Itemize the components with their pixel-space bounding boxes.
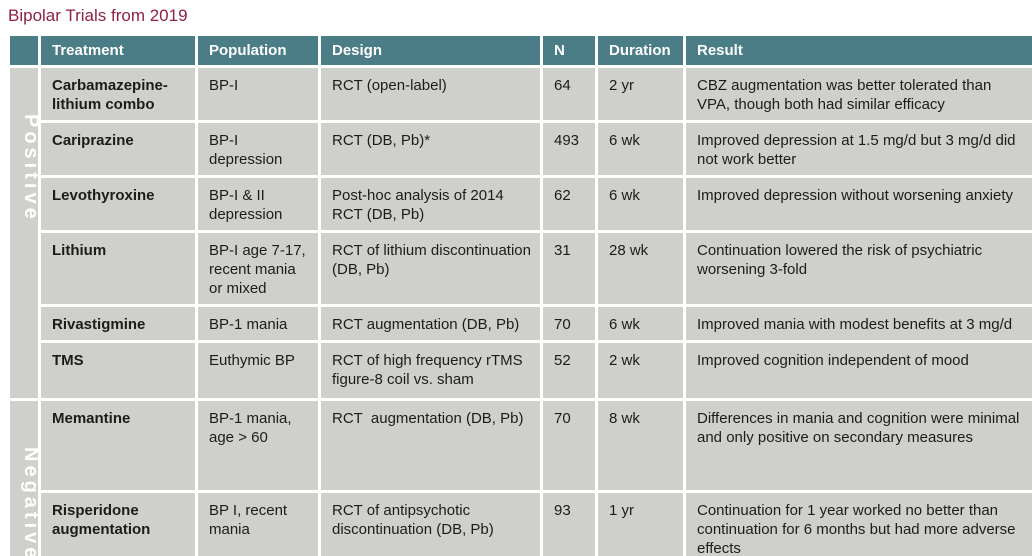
section-label-negative: Negative	[20, 447, 42, 556]
column-header-duration: Duration	[595, 33, 686, 68]
table-row: Rivastigmine BP-1 mania RCT augmentation…	[9, 304, 1032, 343]
cell-design: RCT of lithium discontinuation (DB, Pb)	[318, 230, 543, 307]
cell-population: BP I, recent mania	[195, 490, 321, 556]
section-negative: Negative	[7, 397, 42, 556]
cell-result: CBZ augmentation was better tolerated th…	[683, 65, 1032, 123]
cell-result: Improved mania with modest benefits at 3…	[683, 304, 1032, 343]
cell-treatment: Levothyroxine	[38, 175, 198, 233]
cell-duration: 1 yr	[595, 490, 686, 556]
cell-design: RCT augmentation (DB, Pb)	[318, 397, 543, 494]
cell-treatment: Cariprazine	[38, 120, 198, 178]
table-row: Negative Memantine BP-1 mania, age > 60 …	[7, 397, 1032, 556]
cell-n: 31	[540, 230, 598, 307]
cell-result: Continuation lowered the risk of psychia…	[683, 230, 1032, 307]
cell-design: RCT of antipsychotic discontinuation (DB…	[318, 490, 543, 556]
cell-result: Continuation for 1 year worked no better…	[683, 490, 1032, 556]
cell-population: BP-I & II depression	[195, 175, 321, 233]
cell-result: Improved cognition independent of mood	[683, 340, 1032, 401]
cell-population: Euthymic BP	[195, 340, 321, 401]
column-header-result: Result	[683, 33, 1032, 68]
cell-design: RCT (open-label)	[318, 65, 543, 123]
cell-duration: 6 wk	[595, 175, 686, 233]
cell-population: BP-I age 7-17, recent mania or mixed	[195, 230, 321, 307]
cell-result: Differences in mania and cognition were …	[683, 397, 1032, 494]
cell-treatment: Rivastigmine	[38, 304, 198, 343]
cell-n: 70	[540, 397, 598, 494]
column-header-treatment: Treatment	[38, 33, 198, 68]
cell-treatment: Risperidone augmentation	[38, 490, 198, 556]
column-header-population: Population	[195, 33, 321, 68]
cell-result: Improved depression without worsening an…	[683, 175, 1032, 233]
page-title: Bipolar Trials from 2019	[8, 6, 188, 25]
cell-n: 493	[540, 120, 598, 178]
table-row: Positive Carbamazepine-lithium combo BP-…	[7, 65, 1032, 401]
cell-design: RCT (DB, Pb)*	[318, 120, 543, 178]
cell-n: 62	[540, 175, 598, 233]
cell-treatment: Lithium	[38, 230, 198, 307]
cell-treatment: Carbamazepine-lithium combo	[38, 65, 198, 123]
cell-treatment: Memantine	[38, 397, 198, 494]
cell-duration: 6 wk	[595, 304, 686, 343]
cell-n: 64	[540, 65, 598, 123]
cell-design: RCT of high frequency rTMS figure-8 coil…	[318, 340, 543, 401]
table-row: Cariprazine BP-I depression RCT (DB, Pb)…	[9, 120, 1032, 178]
corner-header-cell	[7, 33, 41, 68]
cell-duration: 6 wk	[595, 120, 686, 178]
cell-n: 70	[540, 304, 598, 343]
cell-n: 52	[540, 340, 598, 401]
cell-duration: 8 wk	[595, 397, 686, 494]
header-row: Treatment Population Design N Duration R…	[7, 33, 1032, 68]
section-positive: Positive	[7, 65, 42, 401]
cell-n: 93	[540, 490, 598, 556]
cell-population: BP-I depression	[195, 120, 321, 178]
cell-result: Improved depression at 1.5 mg/d but 3 mg…	[683, 120, 1032, 178]
table-row: TMS Euthymic BP RCT of high frequency rT…	[9, 340, 1032, 401]
column-header-design: Design	[318, 33, 543, 68]
cell-duration: 2 yr	[595, 65, 686, 123]
cell-duration: 28 wk	[595, 230, 686, 307]
cell-treatment: TMS	[38, 340, 198, 401]
table-row: Lithium BP-I age 7-17, recent mania or m…	[9, 230, 1032, 307]
column-header-n: N	[540, 33, 598, 68]
section-label-positive: Positive	[20, 114, 42, 223]
table-row: Levothyroxine BP-I & II depression Post-…	[9, 175, 1032, 233]
cell-duration: 2 wk	[595, 340, 686, 401]
table-row: Risperidone augmentation BP I, recent ma…	[9, 490, 1032, 556]
cell-population: BP-I	[195, 65, 321, 123]
cell-population: BP-1 mania, age > 60	[195, 397, 321, 494]
cell-design: RCT augmentation (DB, Pb)	[318, 304, 543, 343]
cell-design: Post-hoc analysis of 2014 RCT (DB, Pb)	[318, 175, 543, 233]
bipolar-trials-table: Treatment Population Design N Duration R…	[7, 33, 1032, 556]
cell-population: BP-1 mania	[195, 304, 321, 343]
